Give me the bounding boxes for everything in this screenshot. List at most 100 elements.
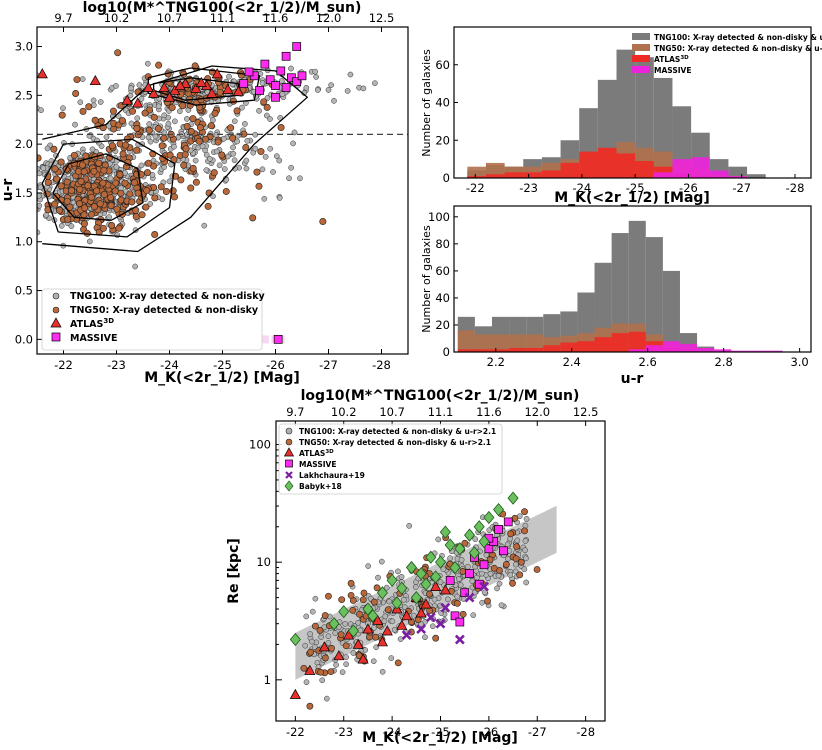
tng50-point <box>356 610 363 618</box>
atlas3d-marker <box>289 688 301 699</box>
tng50-point <box>516 571 524 579</box>
tng50-point <box>454 599 461 607</box>
panel-a: -22 -23 -24 -25 -26 -27 -28 0.0 0.5 1.0 1.5 2.0 2.5… <box>0 0 409 386</box>
tng100-point <box>256 107 262 114</box>
tng100-point <box>234 138 241 145</box>
hist-bar-tng100 <box>662 270 680 352</box>
tng100-point <box>307 631 313 637</box>
density-contour <box>41 138 176 238</box>
tng50-point <box>210 169 218 177</box>
tng50-point <box>242 143 250 151</box>
babyk-marker <box>454 542 466 556</box>
tng50-point <box>316 627 324 634</box>
tng100-point <box>344 88 351 94</box>
tng100-point <box>231 157 238 164</box>
tng50-point <box>507 530 515 538</box>
tng100-point <box>288 164 294 171</box>
tng100-point <box>323 695 330 702</box>
tng100-point <box>165 120 172 127</box>
x-tick-label: -26 <box>679 181 698 195</box>
tng50-point <box>187 184 195 192</box>
tng50-point <box>373 584 381 592</box>
tng50-point <box>117 189 125 197</box>
tng100-point <box>378 558 385 565</box>
tng50-point <box>112 179 120 187</box>
tng100-point <box>400 596 407 603</box>
tng50-point <box>183 123 191 131</box>
babyk-marker <box>391 596 403 610</box>
hist-bar-atlas3d <box>457 349 475 352</box>
tng100-point <box>398 574 405 580</box>
top-tick-label: 12.5 <box>573 405 599 419</box>
tng100-point <box>184 116 190 122</box>
tng100-point <box>303 679 310 686</box>
top-tick-label: 12.0 <box>524 405 550 419</box>
tng100-point <box>138 95 145 102</box>
legend-label: TNG50: X-ray detected & non-disky <box>70 305 259 316</box>
tng100-point <box>24 151 29 156</box>
atlas3d-marker <box>304 664 316 675</box>
panel-d-top-label: log10(M*^TNG100(<2r_1/2)/M_sun) <box>301 388 580 404</box>
tng100-point <box>347 71 354 78</box>
tng50-point <box>55 206 63 214</box>
tng100-point <box>478 570 485 577</box>
atlas3d-marker <box>430 580 442 591</box>
tng100-point <box>412 584 419 590</box>
x-tick-label: -25 <box>626 181 645 195</box>
hist-bar-massive <box>645 345 663 352</box>
x-tick-label: -22 <box>54 358 73 372</box>
atlas3d-marker <box>148 87 160 98</box>
y-tick-label: 80 <box>435 237 450 251</box>
tng50-point <box>122 141 130 149</box>
tng50-point <box>84 182 92 190</box>
panel-d-top-ticks: 9.7 10.2 10.7 11.1 11.6 12.0 12.5 <box>286 405 598 426</box>
tng100-point <box>221 166 228 172</box>
hist-bar-massive <box>679 343 698 352</box>
tng100-point <box>242 121 248 127</box>
tng50-point <box>50 145 58 153</box>
tng100-point <box>473 574 480 581</box>
tng50-point <box>108 142 116 150</box>
panel-c-y-label: Number of galaxies <box>420 225 433 333</box>
tng100-point <box>60 105 66 112</box>
tng50-point <box>87 193 95 201</box>
tng100-point <box>44 145 51 152</box>
tng100-point <box>61 140 67 146</box>
tng100-point <box>77 99 84 106</box>
hist-bar-atlas3d <box>543 345 561 352</box>
tng50-point <box>311 622 319 630</box>
tng50-point <box>253 168 261 176</box>
atlas3d-marker <box>420 598 432 609</box>
y-tick-label: 2.5 <box>15 88 33 102</box>
density-contour <box>52 153 144 221</box>
y-tick-label: 20 <box>435 133 450 147</box>
atlas3d-marker <box>396 619 408 630</box>
tng100-point <box>155 103 162 110</box>
legend-label: MASSIVE <box>70 333 117 344</box>
x-tick-label: -28 <box>372 358 391 372</box>
tng50-point <box>307 648 314 656</box>
tng100-point <box>89 146 96 153</box>
top-tick-label: 12.0 <box>316 11 342 25</box>
tng100-point <box>278 78 285 84</box>
tng100-point <box>437 579 444 586</box>
tng50-point <box>338 596 346 603</box>
tng50-point <box>321 612 329 619</box>
x-tick-label: -27 <box>732 181 751 195</box>
lakhchaura-marker <box>440 602 451 613</box>
y-tick-label: 100 <box>428 210 450 224</box>
tng50-point <box>216 88 224 96</box>
density-contour <box>147 67 261 106</box>
hist-bar-massive <box>748 350 766 352</box>
massive-marker <box>503 517 513 527</box>
tng50-point <box>204 202 212 210</box>
babyk-marker <box>430 570 442 584</box>
tng50-point <box>95 159 103 167</box>
tng50-point <box>151 194 159 202</box>
tng100-point <box>339 669 346 676</box>
babyk-marker <box>367 609 379 623</box>
tng100-point <box>134 115 141 122</box>
hist-bar-massive <box>653 172 673 178</box>
x-tick-label: -26 <box>266 358 285 372</box>
tng50-point <box>328 644 335 652</box>
